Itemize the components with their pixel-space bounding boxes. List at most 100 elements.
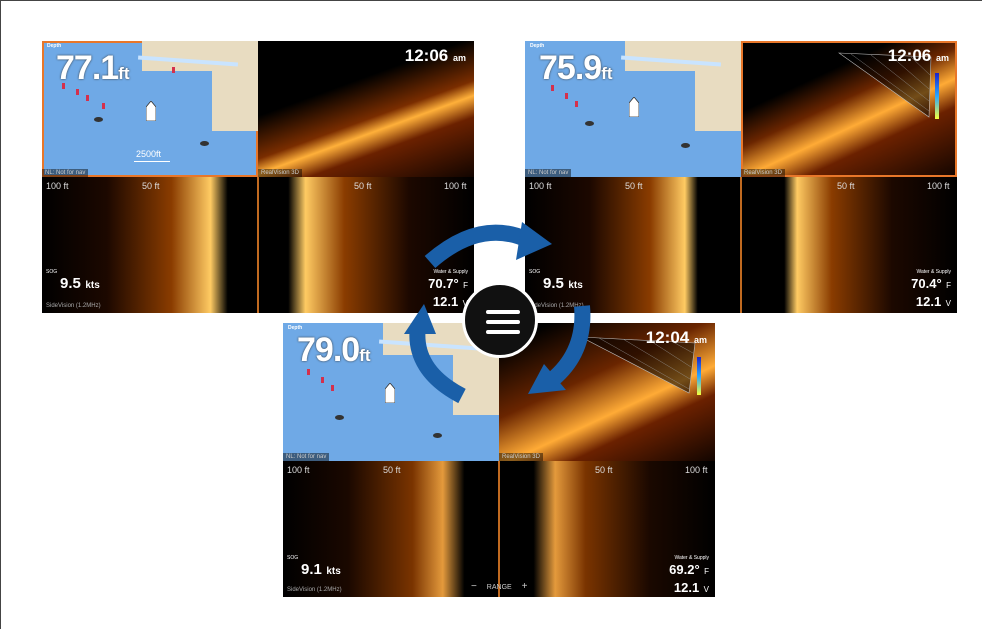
buoy-marker (76, 89, 79, 95)
sog-unit: kts (568, 280, 583, 291)
menu-bar (486, 330, 520, 334)
clock-time: 12:06 (404, 46, 449, 65)
sonar-source-label: SideVision (1.2MHz) (529, 303, 584, 309)
range-tick-label: 50 ft (383, 465, 401, 475)
map-scale: 2500ft (136, 149, 162, 159)
sog-readout: SOG 9.5 kts (529, 269, 583, 293)
sonar3d-status: RealVision 3D (258, 169, 302, 177)
screen-bottom: Depth 79.0ft NL: Not for nav 12:04 am Re… (283, 323, 715, 597)
water-temp-value: 70.7° (428, 276, 459, 291)
buoy-marker (172, 67, 175, 73)
clock-ampm: am (935, 53, 949, 63)
chart-pane[interactable]: Depth 79.0ft NL: Not for nav (283, 323, 499, 461)
range-increase-button[interactable]: + (521, 581, 528, 592)
rock-icon (200, 141, 209, 146)
supply-voltage-value: 12.1 (673, 580, 700, 595)
land-area (695, 41, 741, 131)
range-tick-label: 50 ft (354, 181, 372, 191)
clock-time: 12:06 (887, 46, 932, 65)
water-supply-label: Water & Supply (916, 269, 951, 275)
depth-unit: ft (601, 64, 613, 83)
water-supply-readout: Water & Supply 70.7° F 12.1 V (428, 269, 468, 311)
buoy-marker (307, 369, 310, 375)
land-area (212, 41, 258, 131)
supply-voltage-value: 12.1 (432, 294, 459, 309)
chart-pane[interactable]: Depth 75.9ft NL: Not for nav (525, 41, 741, 177)
clock: 12:06 am (888, 46, 949, 66)
buoy-marker (575, 101, 578, 107)
buoy-marker (565, 93, 568, 99)
sog-readout: SOG 9.1 kts (287, 555, 341, 579)
sonar3d-status: RealVision 3D (741, 169, 785, 177)
depth-unit: ft (359, 346, 371, 365)
supply-voltage-unit: V (703, 585, 709, 594)
clock-ampm: am (452, 53, 466, 63)
buoy-marker (102, 103, 105, 109)
center-divider (498, 461, 500, 597)
buoy-marker (62, 83, 65, 89)
3d-grid (580, 336, 701, 395)
range-tick-label: 100 ft (685, 465, 708, 475)
buoy-marker (331, 385, 334, 391)
depth-value: 79.0 (297, 331, 360, 369)
screen-top-left: Depth 77.1ft 2500ft NL: Not for nav 12:0… (42, 41, 474, 313)
range-tick-label: 100 ft (529, 181, 552, 191)
water-temp-unit: F (704, 567, 709, 576)
range-tick-label: 100 ft (444, 181, 467, 191)
water-temp-value: 69.2° (669, 562, 700, 577)
range-tick-label: 100 ft (287, 465, 310, 475)
sog-label: SOG (529, 269, 541, 275)
depth-label: Depth (47, 43, 62, 49)
sonar3d-status: RealVision 3D (499, 453, 543, 461)
screen-top-right: Depth 75.9ft NL: Not for nav 12:06 am Re… (525, 41, 957, 313)
sog-value: 9.1 (301, 561, 322, 578)
buoy-marker (321, 377, 324, 383)
clock: 12:06 am (405, 46, 466, 66)
rock-icon (335, 415, 344, 420)
buoy-marker (86, 95, 89, 101)
sog-value: 9.5 (543, 275, 564, 292)
sonar-wall-right (741, 177, 957, 313)
sog-label: SOG (287, 555, 299, 561)
rock-icon (433, 433, 442, 438)
range-tick-label: 50 ft (837, 181, 855, 191)
hamburger-menu-icon[interactable] (462, 282, 538, 358)
water-supply-readout: Water & Supply 69.2° F 12.1 V (669, 555, 709, 597)
realvision-3d-pane[interactable]: 12:06 am RealVision 3D (258, 41, 474, 177)
frame-top-line (0, 0, 982, 1)
water-supply-readout: Water & Supply 70.4° F 12.1 V (911, 269, 951, 311)
sonar-wall-right (499, 461, 715, 597)
sog-value: 9.5 (60, 275, 81, 292)
range-decrease-button[interactable]: − (471, 581, 477, 592)
depth-readout: 77.1ft (56, 49, 130, 88)
sonar-wall-left (525, 177, 741, 313)
center-divider (257, 177, 259, 313)
sonar-wall-left (42, 177, 258, 313)
realvision-3d-pane[interactable]: 12:06 am RealVision 3D (741, 41, 957, 177)
clock-time: 12:04 (645, 328, 690, 347)
depth-readout: 79.0ft (297, 331, 371, 370)
buoy-marker (551, 85, 554, 91)
water-supply-label: Water & Supply (433, 269, 468, 275)
sidevision-pane[interactable]: 100 ft 50 ft 50 ft 100 ft SOG 9.5 kts Wa… (42, 177, 474, 313)
chart-status: NL: Not for nav (283, 453, 330, 461)
chart-status: NL: Not for nav (525, 169, 572, 177)
realvision-3d-pane[interactable]: 12:04 am RealVision 3D (499, 323, 715, 461)
sog-unit: kts (326, 566, 341, 577)
sidevision-pane[interactable]: 100 ft 50 ft 50 ft 100 ft SOG 9.1 kts − … (283, 461, 715, 597)
water-temp-value: 70.4° (911, 276, 942, 291)
depth-value: 75.9 (539, 49, 602, 87)
frame-left-line (0, 0, 1, 629)
range-tick-label: 100 ft (46, 181, 69, 191)
sidevision-pane[interactable]: 100 ft 50 ft 50 ft 100 ft SOG 9.5 kts Wa… (525, 177, 957, 313)
depth-value: 77.1 (56, 49, 119, 87)
depth-label: Depth (288, 325, 303, 331)
rock-icon (681, 143, 690, 148)
sonar-source-label: SideVision (1.2MHz) (46, 303, 101, 309)
rock-icon (585, 121, 594, 126)
clock-ampm: am (693, 335, 707, 345)
water-temp-unit: F (946, 281, 951, 290)
sog-label: SOG (46, 269, 58, 275)
sog-unit: kts (85, 280, 100, 291)
chart-pane[interactable]: Depth 77.1ft 2500ft NL: Not for nav (42, 41, 258, 177)
